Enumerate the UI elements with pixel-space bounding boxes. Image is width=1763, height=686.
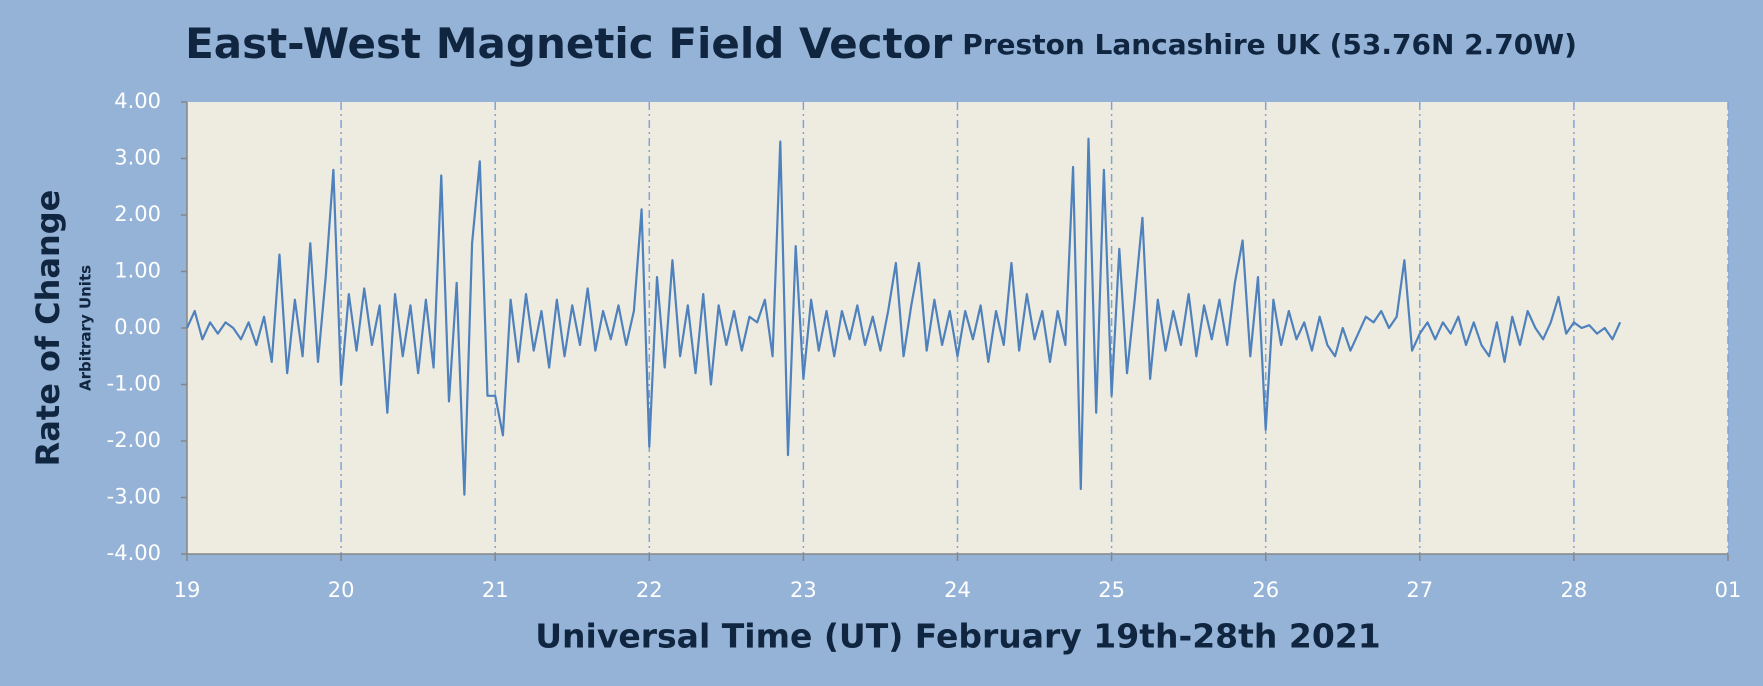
y-tick-label: -1.00 — [107, 372, 161, 396]
x-tick-label: 20 — [328, 578, 355, 602]
x-tick-label: 27 — [1406, 578, 1433, 602]
y-axis-title: Rate of Change — [29, 190, 67, 467]
data-line — [185, 137, 1622, 496]
y-tick-label: 4.00 — [114, 89, 161, 113]
x-tick-label: 21 — [482, 578, 509, 602]
y-tick-label: 2.00 — [114, 202, 161, 226]
y-tick-label: 1.00 — [114, 259, 161, 283]
y-tick-label: 0.00 — [114, 315, 161, 339]
y-tick-label: -2.00 — [107, 428, 161, 452]
x-tick-label: 24 — [944, 578, 971, 602]
y-tick-label: -3.00 — [107, 485, 161, 509]
x-tick-label: 23 — [790, 578, 817, 602]
title: East-West Magnetic Field Vector — [185, 19, 952, 68]
x-tick-label: 22 — [636, 578, 663, 602]
x-tick-label: 19 — [174, 578, 201, 602]
x-tick-label: 26 — [1252, 578, 1279, 602]
x-tick-label: 25 — [1098, 578, 1125, 602]
x-tick-label: 28 — [1561, 578, 1588, 602]
x-axis-title: Universal Time (UT) February 19th-28th 2… — [535, 617, 1380, 656]
y-tick-label: 3.00 — [114, 146, 161, 170]
y-tick-label: -4.00 — [107, 541, 161, 565]
chart-title: East-West Magnetic Field Vector Preston L… — [185, 19, 1577, 68]
subtitle: Preston Lancashire UK (53.76N 2.70W) — [962, 28, 1577, 61]
x-tick-label: 01 — [1715, 578, 1742, 602]
y-axis-subtitle: Arbitrary Units — [77, 265, 95, 391]
